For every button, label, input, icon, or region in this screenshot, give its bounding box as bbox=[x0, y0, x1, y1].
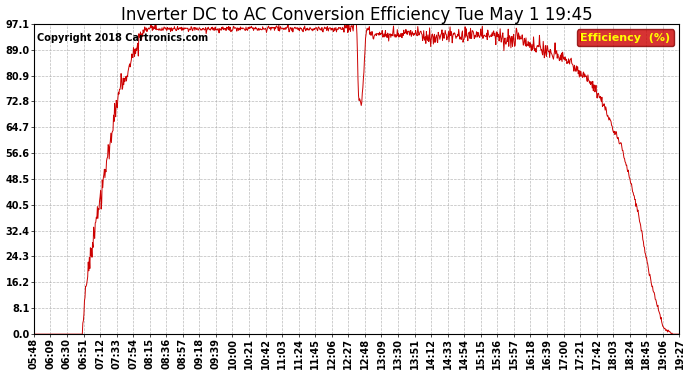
Title: Inverter DC to AC Conversion Efficiency Tue May 1 19:45: Inverter DC to AC Conversion Efficiency … bbox=[121, 6, 593, 24]
Text: Copyright 2018 Cartronics.com: Copyright 2018 Cartronics.com bbox=[37, 33, 208, 43]
Legend: Efficiency  (%): Efficiency (%) bbox=[577, 29, 674, 46]
